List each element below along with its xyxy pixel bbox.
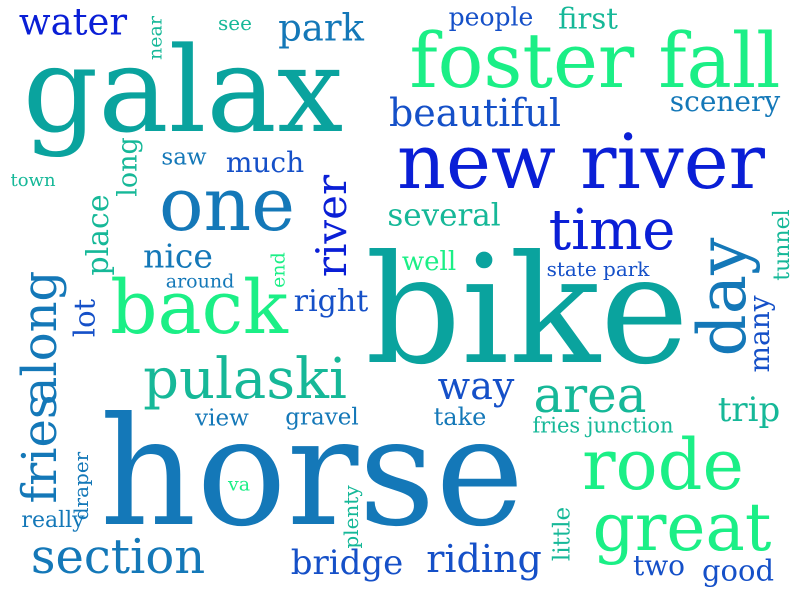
word-good: good bbox=[701, 553, 775, 588]
word-back: back bbox=[110, 265, 288, 351]
word-gravel: gravel bbox=[285, 404, 359, 431]
word-see: see bbox=[218, 11, 252, 35]
word-one: one bbox=[158, 162, 296, 248]
word-near: near bbox=[144, 16, 167, 60]
word-little: little bbox=[549, 506, 576, 562]
word-trip: trip bbox=[717, 390, 781, 430]
word-fries-junction: fries junction bbox=[532, 413, 674, 438]
word-area: area bbox=[533, 366, 647, 424]
word-many: many bbox=[743, 295, 776, 373]
word-fries: fries bbox=[12, 394, 68, 504]
word-bike: bike bbox=[365, 224, 689, 398]
word-much: much bbox=[225, 146, 305, 179]
word-section: section bbox=[30, 529, 206, 585]
word-take: take bbox=[433, 403, 487, 431]
word-foster-fall: foster fall bbox=[409, 16, 781, 105]
word-horse: horse bbox=[99, 386, 525, 560]
word-town: town bbox=[10, 170, 56, 191]
word-view: view bbox=[195, 405, 249, 432]
word-along: along bbox=[12, 270, 68, 406]
word-scenery: scenery bbox=[669, 85, 781, 118]
word-first: first bbox=[558, 1, 618, 36]
word-saw: saw bbox=[161, 144, 207, 171]
word-great: great bbox=[592, 489, 772, 566]
word-place: place bbox=[81, 194, 116, 276]
word-nice: nice bbox=[143, 236, 213, 276]
word-galax: galax bbox=[22, 21, 344, 159]
word-new-river: new river bbox=[396, 117, 766, 206]
word-riding: riding bbox=[426, 537, 542, 581]
word-around: around bbox=[165, 270, 235, 293]
word-way: way bbox=[437, 364, 515, 408]
word-plenty: plenty bbox=[339, 485, 363, 549]
word-end: end bbox=[267, 252, 290, 288]
word-two: two bbox=[632, 549, 686, 582]
word-bridge: bridge bbox=[290, 543, 404, 583]
word-rode: rode bbox=[582, 424, 744, 506]
word-river: river bbox=[307, 174, 356, 278]
word-long: long bbox=[112, 137, 144, 197]
word-lot: lot bbox=[67, 298, 102, 338]
word-tunnel: tunnel bbox=[770, 209, 795, 281]
word-time: time bbox=[548, 198, 676, 263]
word-right: right bbox=[293, 284, 369, 319]
word-several: several bbox=[387, 197, 501, 234]
word-va: va bbox=[227, 473, 251, 496]
word-state-park: state park bbox=[546, 257, 650, 281]
word-draper: draper bbox=[69, 451, 93, 521]
word-people: people bbox=[448, 2, 534, 32]
word-park: park bbox=[278, 6, 364, 50]
word-beautiful: beautiful bbox=[388, 91, 562, 135]
word-well: well bbox=[401, 247, 457, 277]
word-really: really bbox=[21, 508, 85, 533]
word-water: water bbox=[18, 0, 128, 44]
word-pulaski: pulaski bbox=[143, 347, 347, 412]
